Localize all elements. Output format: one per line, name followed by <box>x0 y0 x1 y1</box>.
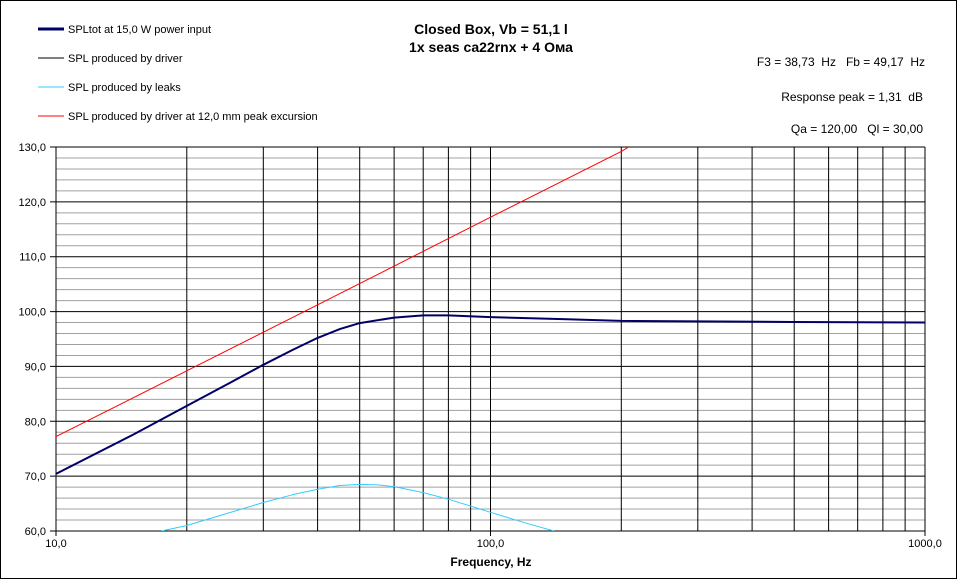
chart-title: Closed Box, Vb = 51,1 l <box>414 21 568 37</box>
y-tick-label: 100,0 <box>18 307 46 319</box>
series-line-0 <box>56 314 925 475</box>
x-tick-label: 100,0 <box>477 538 505 550</box>
series-line-2 <box>161 483 555 531</box>
annotation-response-peak: Response peak = 1,31 dB <box>781 90 923 104</box>
y-tick-label: 90,0 <box>25 361 46 373</box>
x-axis-label: Frequency, Hz <box>450 555 531 569</box>
legend-label: SPL produced by driver <box>68 53 183 65</box>
legend-label: SPL produced by leaks <box>68 82 181 94</box>
y-tick-label: 60,0 <box>25 526 46 538</box>
legend-label: SPLtot at 15,0 W power input <box>68 24 211 36</box>
annotation-qa-ql: Qa = 120,00 Ql = 30,00 <box>791 122 923 136</box>
chart-subtitle: 1x seas ca22rnx + 4 Ома <box>409 39 573 55</box>
annotation-f3-fb: F3 = 38,73 Hz Fb = 49,17 Hz <box>757 55 925 69</box>
y-tick-label: 130,0 <box>18 142 46 154</box>
x-tick-label: 10,0 <box>45 538 66 550</box>
y-tick-label: 110,0 <box>19 252 46 264</box>
y-tick-label: 80,0 <box>25 416 46 428</box>
y-tick-label: 120,0 <box>18 197 46 209</box>
y-tick-label: 70,0 <box>25 471 46 483</box>
legend-label: SPL produced by driver at 12,0 mm peak e… <box>68 111 318 123</box>
series-line-3 <box>56 147 629 438</box>
x-tick-label: 1000,0 <box>908 538 942 550</box>
